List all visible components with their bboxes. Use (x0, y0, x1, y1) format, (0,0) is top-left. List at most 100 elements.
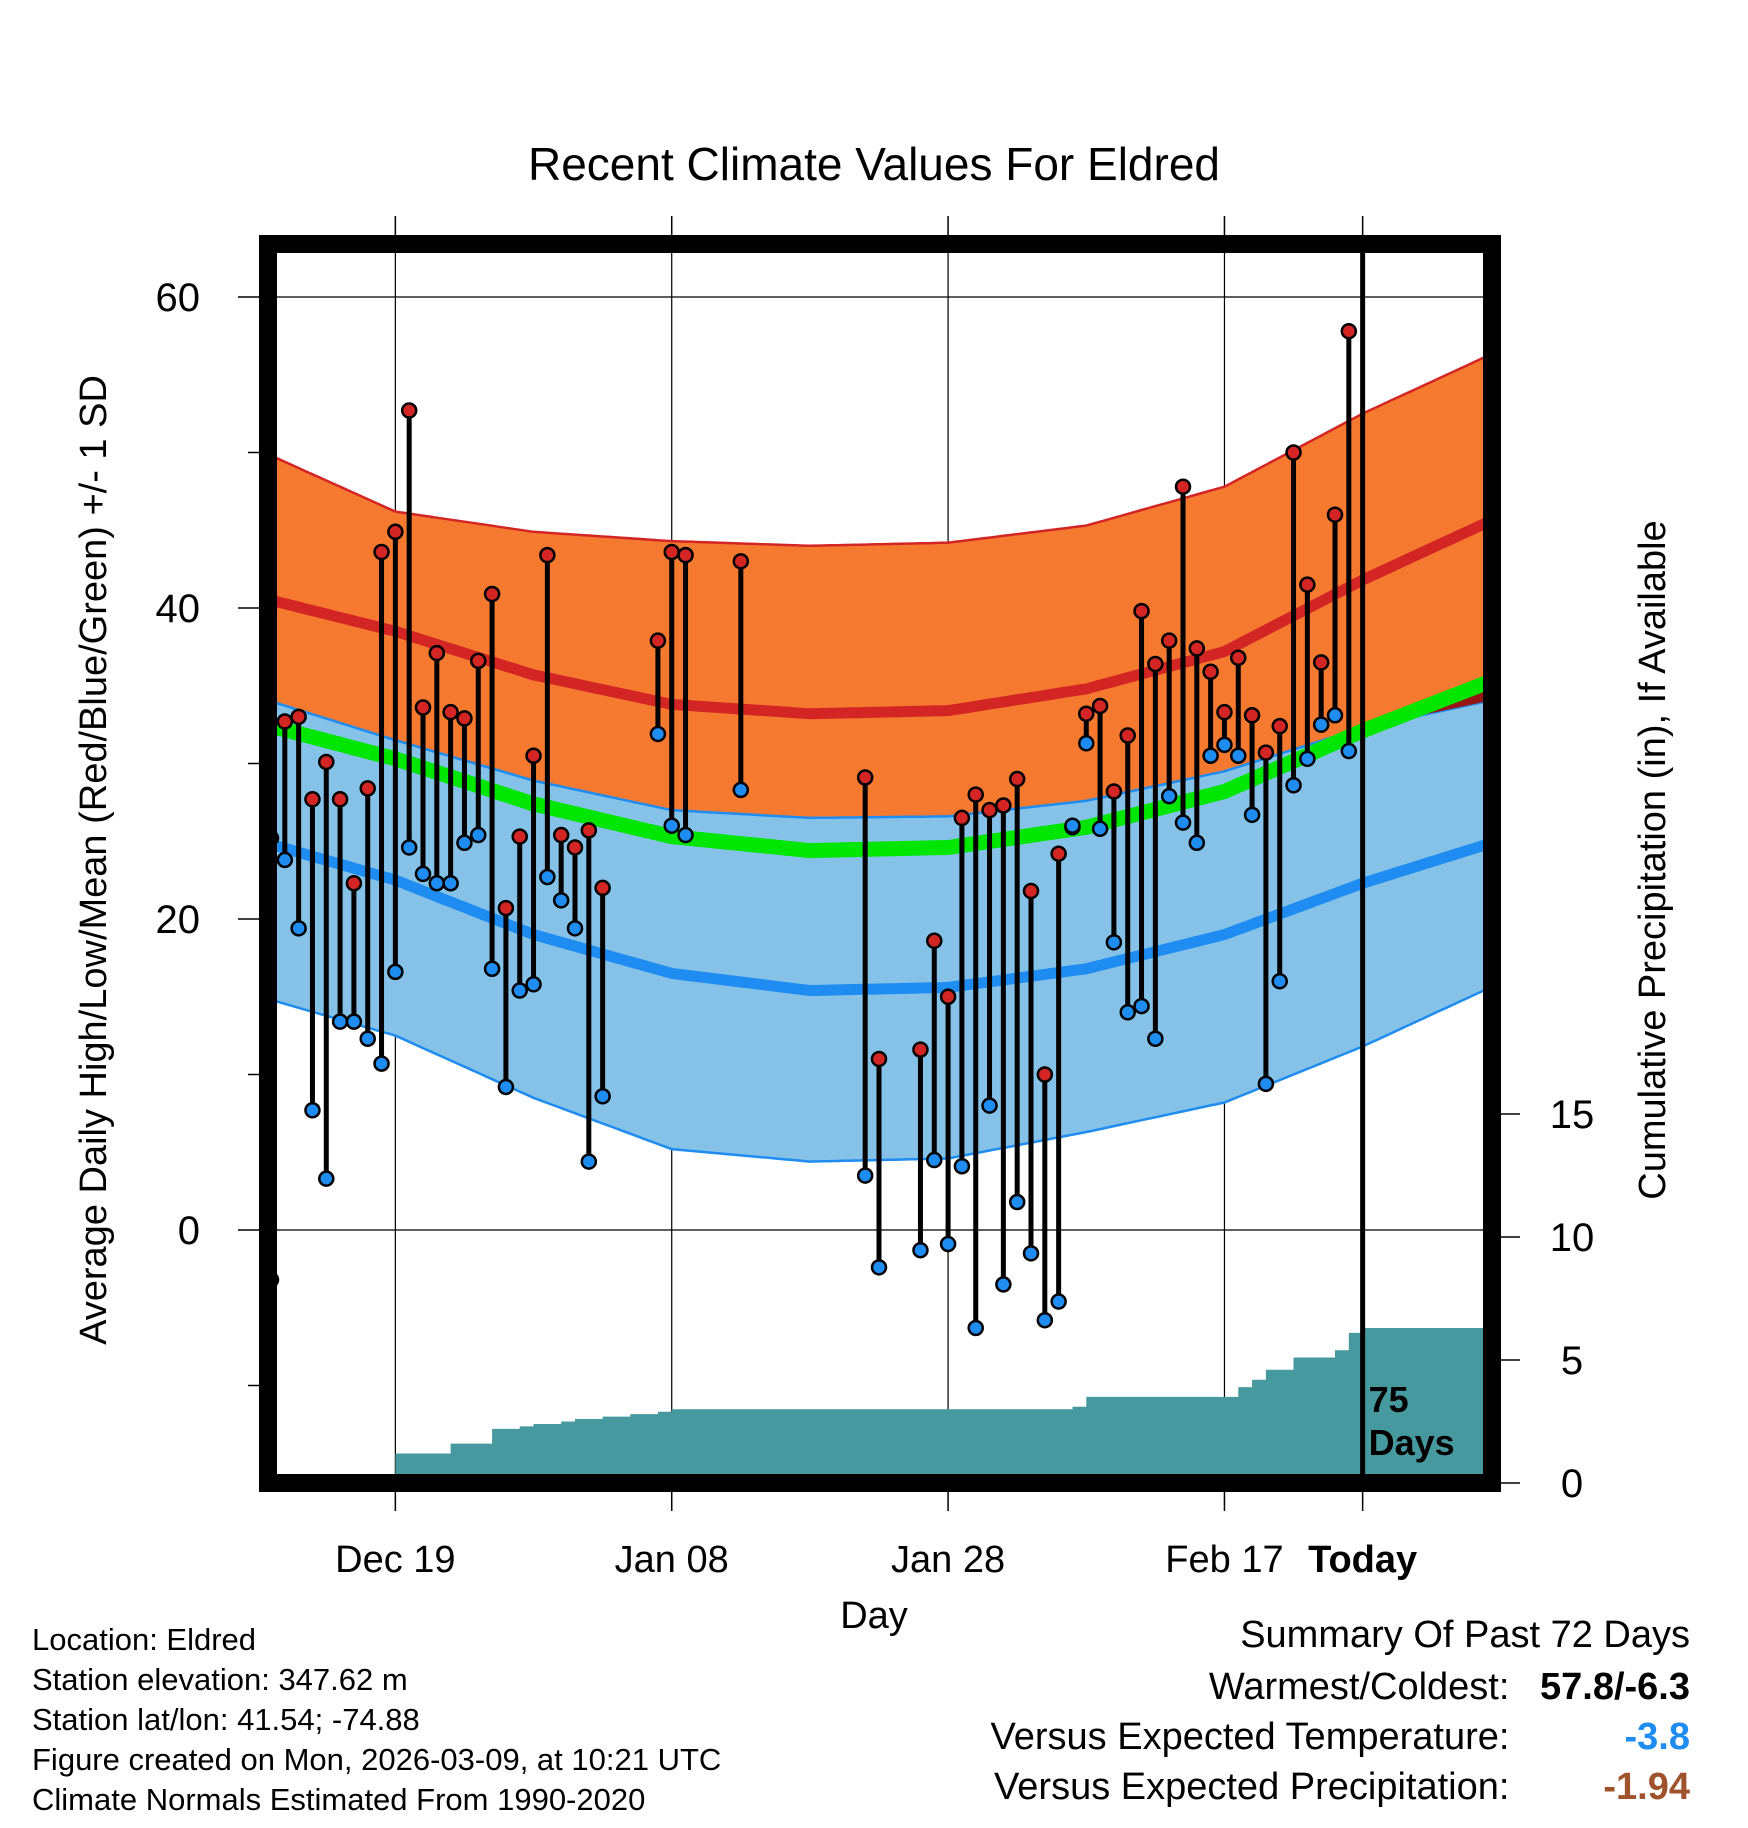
observed-low-dot (1312, 716, 1330, 733)
observed-high-dot (953, 809, 971, 827)
observed-low-dot (1022, 1245, 1040, 1262)
observed-high-dot (870, 1050, 888, 1068)
normal-low-band-upper-edge (270, 700, 1488, 820)
observed-low-dot (1340, 742, 1358, 760)
observed-low-dot (953, 1157, 971, 1175)
observed-high-dot (580, 822, 598, 839)
observed-high-dot (1312, 654, 1330, 671)
observed-low-dot (1133, 997, 1150, 1015)
y-tick-label: 20 (156, 898, 201, 942)
observed-high-dot (1133, 602, 1150, 620)
observed-high-dot (1147, 655, 1164, 673)
observed-low-dot (594, 1088, 611, 1105)
observed-low-dot (1188, 834, 1206, 852)
observed-low-dot (1091, 820, 1109, 838)
observed-high-dot (663, 543, 680, 561)
observed-low-dot (870, 1259, 888, 1276)
observed-high-dot (649, 632, 667, 649)
y2-tick-label: 10 (1550, 1216, 1595, 1260)
observed-high-dot (1202, 663, 1219, 681)
observed-low-dot (1119, 1004, 1136, 1021)
summary-precip-row: Versus Expected Precipitation: -1.94 (991, 1762, 1690, 1812)
observed-high-dot (1299, 576, 1316, 593)
observed-low-dot (373, 1055, 390, 1072)
observed-low-dot (856, 1167, 874, 1184)
observed-low-dot (981, 1097, 998, 1114)
precip-area (271, 1328, 1487, 1483)
observed-low-dot (304, 1102, 321, 1119)
observed-low-dot (525, 976, 542, 993)
observed-low-dot (1326, 707, 1344, 724)
observed-high-dot (1022, 882, 1040, 900)
observed-high-dot (525, 747, 542, 764)
location-text: Location: Eldred (32, 1622, 257, 1657)
observed-high-dot (387, 523, 404, 541)
observed-high-dot (442, 703, 459, 721)
latlon-text: Station lat/lon: 41.54; -74.88 (32, 1702, 420, 1737)
observed-low-dot (345, 1013, 363, 1030)
observed-high-dot (497, 899, 515, 917)
observed-low-dot (1036, 1311, 1054, 1329)
observed-low-dot (939, 1235, 957, 1253)
observed-low-dot (1202, 747, 1219, 764)
observed-high-dot (400, 402, 418, 419)
observed-high-dot (470, 652, 487, 670)
observed-low-dot (580, 1153, 598, 1170)
observed-low-dot (470, 826, 487, 844)
observed-low-dot (1064, 817, 1081, 834)
observed-high-dot (1216, 703, 1233, 721)
x-tick-label: Jan 28 (891, 1539, 1005, 1581)
observed-low-dot (1243, 806, 1261, 824)
observed-low-dot (1147, 1030, 1164, 1047)
observed-high-dot (1285, 444, 1302, 461)
summary-panel: Summary Of Past 72 Days Warmest/Coldest:… (991, 1610, 1690, 1812)
y-axis-label: Average Daily High/Low/Mean (Red/Blue/Gr… (73, 375, 115, 1345)
observed-low-dot (1299, 750, 1316, 768)
warmest-label: Warmest/Coldest: (1208, 1666, 1510, 1708)
day-count-unit: Days (1369, 1422, 1455, 1463)
warmest-value: 57.8/-6.3 (1540, 1666, 1690, 1708)
station-info: Location: Eldred Station elevation: 347.… (32, 1620, 721, 1820)
observed-low-dot (318, 1170, 335, 1187)
observed-high-dot (345, 874, 363, 892)
observed-high-dot (1160, 632, 1178, 649)
precip-label: Versus Expected Precipitation: (994, 1766, 1510, 1808)
observed-low-dot (331, 1013, 349, 1030)
observed-high-dot (594, 879, 611, 897)
observed-low-dot (400, 839, 418, 856)
plot-frame (259, 235, 1501, 1492)
summary-temp-row: Versus Expected Temperature: -3.8 (991, 1712, 1690, 1762)
y-tick-label: 60 (156, 276, 201, 320)
observed-high-dot (967, 786, 984, 803)
normal-mean-line (269, 675, 1490, 859)
y-tick-label: 40 (156, 587, 201, 631)
observed-high-dot (1188, 640, 1206, 657)
observed-high-dot (1230, 649, 1247, 667)
observed-high-dot (1257, 744, 1275, 761)
y-tick-label: 0 (178, 1209, 200, 1253)
observed-high-dot (511, 828, 528, 845)
observed-low-dot (1271, 972, 1288, 990)
observed-high-dot (456, 710, 473, 727)
y2-tick-label: 15 (1550, 1093, 1595, 1137)
observed-low-dot (912, 1241, 929, 1259)
y2-tick-label: 0 (1561, 1462, 1583, 1506)
x-tick-label: Today (1308, 1539, 1417, 1581)
observed-low-dot (677, 826, 694, 844)
temp-label: Versus Expected Temperature: (990, 1716, 1510, 1758)
observed-low-dot (552, 892, 570, 909)
observed-high-dot (1119, 727, 1136, 744)
observed-low-dot (359, 1030, 376, 1047)
observed-high-dot (1008, 770, 1026, 788)
precip-value: -1.94 (1603, 1766, 1690, 1808)
normal-low-line (269, 839, 1489, 997)
observed-high-dot (912, 1041, 929, 1058)
observed-high-dot (1050, 845, 1067, 862)
observed-high-dot (318, 753, 335, 771)
observed-low-dot (1160, 787, 1178, 805)
observed-high-dot (1036, 1066, 1054, 1083)
observed-low-dot (442, 874, 459, 892)
observed-high-dot (276, 713, 294, 730)
observed-high-dot (359, 780, 376, 797)
